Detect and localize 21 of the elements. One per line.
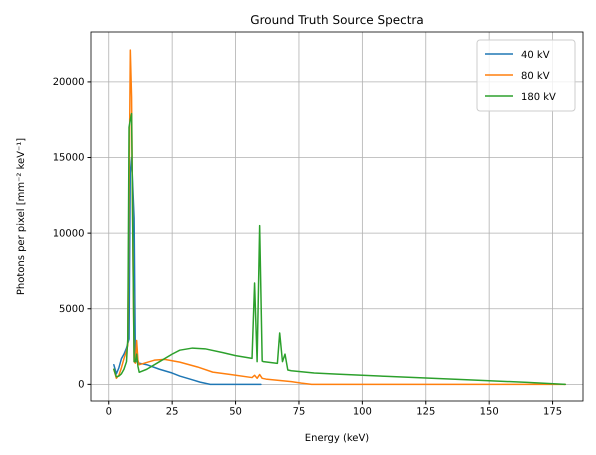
x-tick-label: 125 <box>416 406 436 418</box>
x-tick-label: 0 <box>106 406 112 418</box>
y-tick-label: 15000 <box>52 152 84 164</box>
legend-label: 80 kV <box>521 71 550 82</box>
x-tick-label: 75 <box>292 406 306 418</box>
x-tick-label: 100 <box>352 406 372 418</box>
y-axis-title: Photons per pixel [mm⁻² keV⁻¹] <box>16 138 27 296</box>
legend-label: 40 kV <box>521 50 550 61</box>
y-tick-label: 20000 <box>52 77 84 88</box>
chart-title: Ground Truth Source Spectra <box>250 13 424 27</box>
y-tick-label: 10000 <box>52 228 84 240</box>
y-tick-label: 0 <box>78 380 84 391</box>
x-tick-label: 150 <box>480 406 499 418</box>
line-series <box>113 156 262 386</box>
x-tick-label: 50 <box>229 406 242 418</box>
x-axis-title: Energy (keV) <box>304 433 370 444</box>
legend-label: 180 kV <box>521 92 556 103</box>
y-tick-label: 5000 <box>59 304 84 315</box>
line-series <box>113 112 566 386</box>
x-tick-label: 25 <box>166 406 179 418</box>
x-tick-label: 175 <box>543 406 562 418</box>
